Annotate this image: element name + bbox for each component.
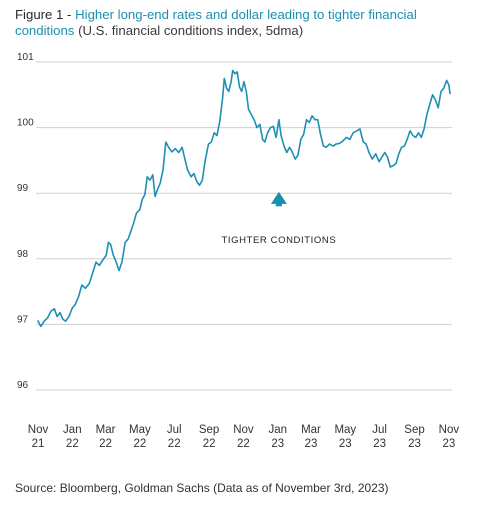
x-tick-label-month: Jul	[167, 424, 182, 436]
x-axis-tick-labels: Nov 21 Jan 22 Mar 22 May 22 Jul 22 Sep 22 Nov 22 Jan 23…	[28, 424, 460, 450]
x-tick-label-month: Sep	[199, 424, 219, 436]
y-tick-label: 98	[17, 249, 29, 260]
series-line	[37, 69, 451, 328]
y-tick-label: 99	[17, 183, 29, 194]
x-tick-label-month: Jan	[63, 424, 82, 436]
annotation-arrow-head	[270, 191, 287, 204]
x-tick-label-year: 23	[339, 438, 352, 450]
x-tick-label-year: 22	[237, 438, 250, 450]
figure-subtitle: (U.S. financial conditions index, 5dma)	[78, 23, 304, 38]
x-tick-label-year: 22	[66, 438, 79, 450]
y-tick-label: 101	[17, 52, 34, 63]
x-tick-label-month: May	[129, 424, 151, 436]
x-tick-label-month: Nov	[233, 424, 254, 436]
x-tick-label-year: 23	[408, 438, 421, 450]
figure-title: Higher long-end rates and dollar leading…	[15, 7, 417, 38]
gridlines	[36, 61, 452, 391]
annotation-layer: TIGHTER CONDITIONS	[222, 191, 337, 246]
x-tick-label-year: 22	[99, 438, 112, 450]
x-tick-label-month: Jan	[268, 424, 287, 436]
figure-label: Figure 1	[15, 7, 64, 22]
financial-conditions-chart: 101 100 99 98 97 96 Nov 21 Jan 22 Mar 22 May 22 Jul 22…	[17, 52, 460, 450]
y-tick-label: 100	[17, 118, 34, 129]
x-tick-label-month: Nov	[28, 424, 49, 436]
series-layer	[37, 69, 451, 328]
x-tick-label-month: Mar	[301, 424, 321, 436]
annotation-arrow-shaft	[275, 202, 282, 207]
x-tick-label-year: 21	[32, 438, 45, 450]
x-tick-label-month: Sep	[404, 424, 424, 436]
annotation-label: TIGHTER CONDITIONS	[222, 235, 337, 246]
x-tick-label-year: 23	[305, 438, 318, 450]
source-note: Source: Bloomberg, Goldman Sachs (Data a…	[15, 481, 389, 495]
y-tick-label: 96	[17, 380, 29, 391]
x-tick-label-month: Jul	[372, 424, 387, 436]
x-tick-label-month: Nov	[439, 424, 460, 436]
y-tick-label: 97	[17, 314, 29, 325]
x-tick-label-year: 22	[203, 438, 216, 450]
x-tick-label-month: May	[334, 424, 356, 436]
figure-title-block: Figure 1 - Higher long-end rates and dol…	[15, 7, 470, 39]
x-tick-label-year: 23	[271, 438, 284, 450]
x-tick-label-year: 23	[373, 438, 386, 450]
figure-title-separator: -	[63, 7, 76, 22]
y-axis-tick-labels: 101 100 99 98 97 96	[17, 52, 34, 391]
x-tick-label-year: 22	[133, 438, 146, 450]
x-tick-label-year: 22	[168, 438, 181, 450]
x-tick-label-month: Mar	[96, 424, 116, 436]
x-tick-label-year: 23	[442, 438, 455, 450]
